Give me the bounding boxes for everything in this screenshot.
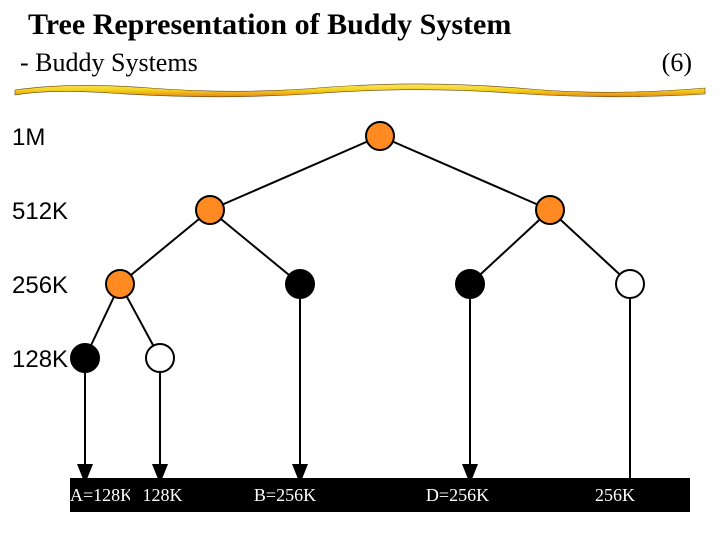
level-label: 1M (12, 124, 45, 152)
tree-node (146, 344, 174, 372)
tree-node (616, 270, 644, 298)
tree-edge (470, 210, 550, 284)
page-number: (6) (662, 48, 692, 78)
level-label: 512K (12, 198, 68, 226)
level-label: 256K (12, 272, 68, 300)
tree-edge (550, 210, 630, 284)
tree-node (456, 270, 484, 298)
memory-bar-cell: 128K (130, 485, 195, 506)
tree-node (536, 196, 564, 224)
memory-bar-cell: 256K (540, 485, 690, 506)
tree-edge (210, 210, 300, 284)
tree-node (286, 270, 314, 298)
memory-bar-cell: B=256K (195, 485, 375, 506)
tree-edge (380, 136, 550, 210)
memory-bar-cell: A=128K (70, 485, 130, 506)
tree-node (196, 196, 224, 224)
tree-node (106, 270, 134, 298)
level-label: 128K (12, 346, 68, 374)
tree-node (71, 344, 99, 372)
memory-bar: A=128K128KB=256KD=256K256K (70, 478, 690, 512)
memory-bar-cell: D=256K (375, 485, 540, 506)
tree-edge (120, 210, 210, 284)
slide-subtitle: - Buddy Systems (20, 48, 198, 78)
tree-node (366, 122, 394, 150)
decorative-underline (10, 80, 710, 100)
tree-edge (85, 284, 120, 358)
tree-edge (120, 284, 160, 358)
slide-title: Tree Representation of Buddy System (28, 8, 511, 42)
tree-edge (210, 136, 380, 210)
